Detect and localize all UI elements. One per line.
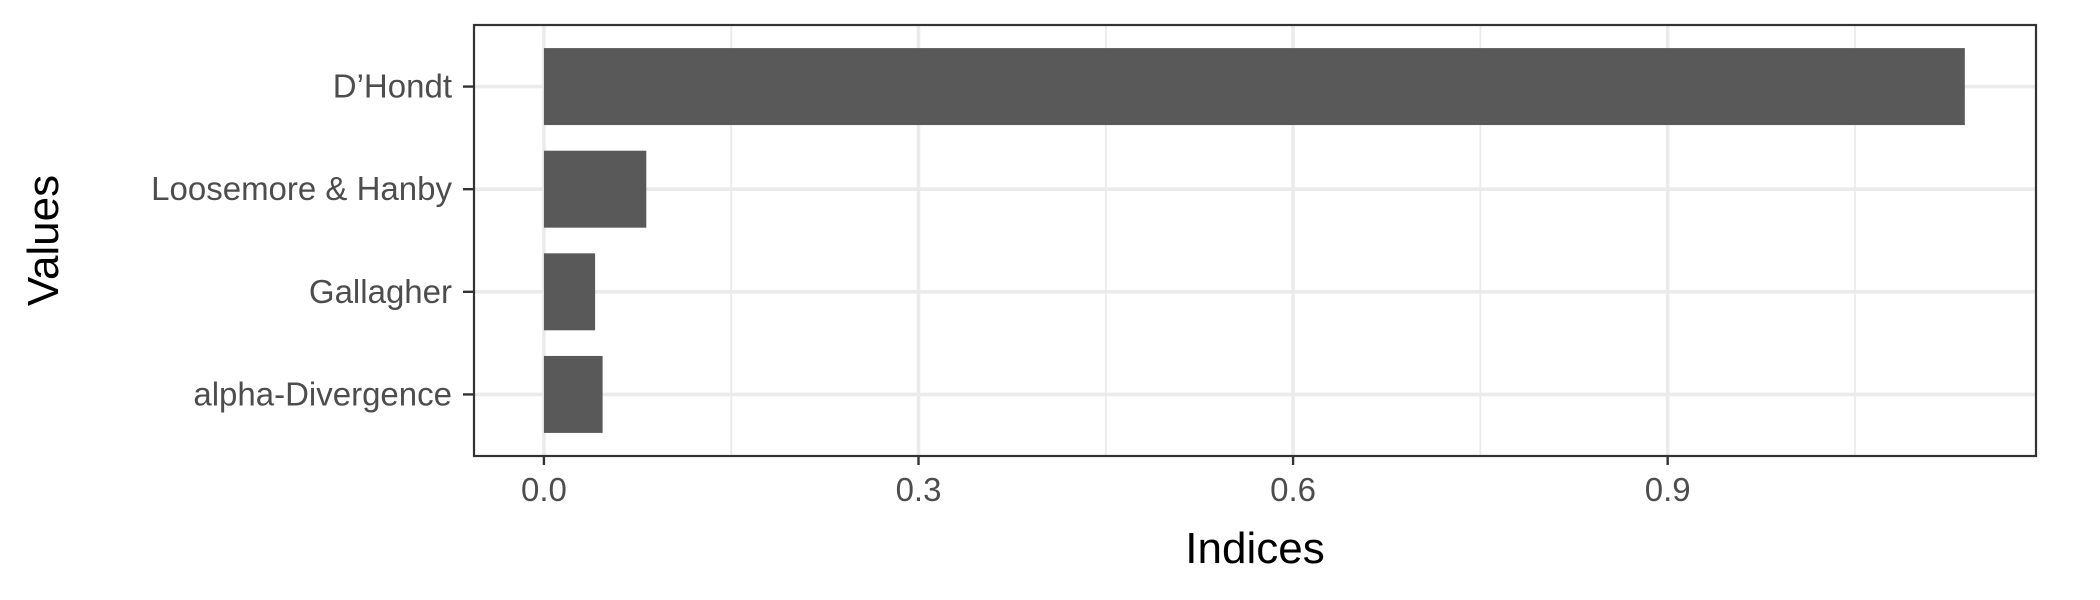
x-axis-title: Indices	[1185, 524, 1324, 573]
y-tick-label: D’Hondt	[333, 68, 452, 105]
y-tick-label: Loosemore & Hanby	[151, 170, 452, 207]
x-tick-label: 0.0	[521, 471, 567, 508]
y-axis-title: Values	[19, 175, 68, 306]
bar	[543, 150, 647, 228]
y-axis: D’Hondt Loosemore & Hanby Gallagher alpha-D…	[151, 68, 474, 412]
x-tick-label: 0.3	[896, 471, 942, 508]
bars	[543, 48, 1965, 433]
y-tick-label: alpha-Divergence	[193, 375, 452, 412]
bar	[543, 48, 1965, 126]
bar	[543, 253, 596, 331]
y-tick-label: Gallagher	[309, 273, 452, 310]
x-axis: 0.0 0.3 0.6 0.9	[521, 456, 1691, 508]
panel-border	[472, 23, 2038, 458]
x-tick-label: 0.9	[1645, 471, 1691, 508]
x-tick-label: 0.6	[1270, 471, 1316, 508]
bar	[543, 355, 603, 433]
